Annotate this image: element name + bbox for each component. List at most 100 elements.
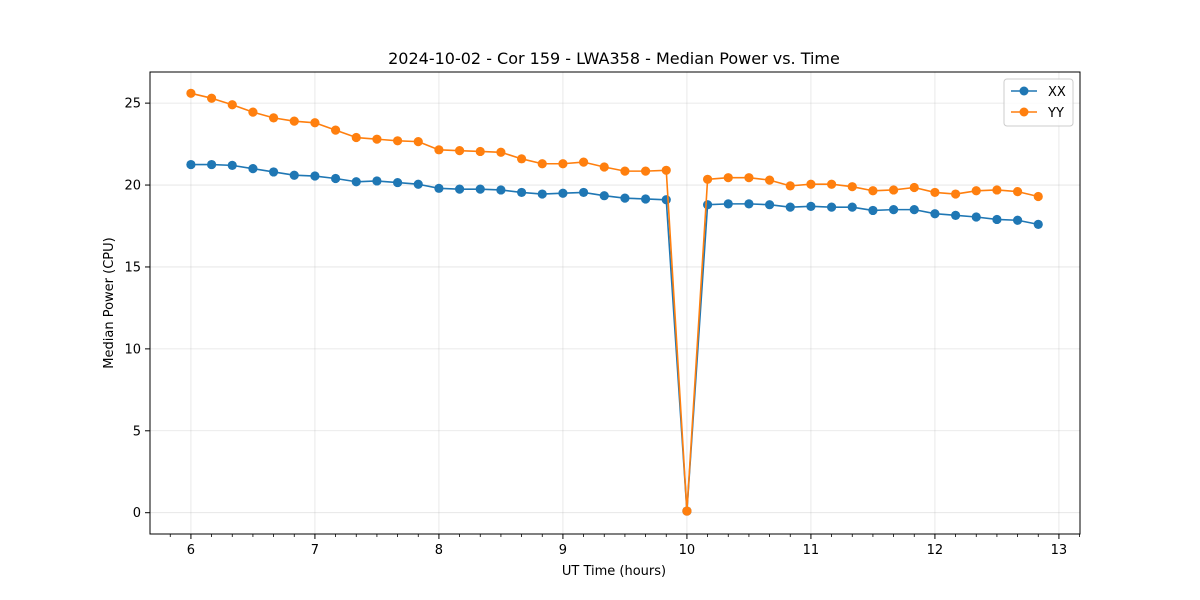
data-point-xx	[1012, 215, 1023, 225]
data-point-xx	[888, 205, 899, 215]
data-point-xx	[930, 209, 940, 219]
data-point-xx	[206, 159, 217, 170]
plot-frame	[149, 71, 1081, 535]
data-point-xx	[434, 183, 444, 193]
x-tick-label: 7	[311, 543, 319, 558]
data-point-yy	[248, 107, 258, 117]
x-tick-label: 13	[1051, 543, 1068, 558]
data-point-xx	[227, 160, 237, 170]
data-point-xx	[599, 191, 609, 201]
data-point-yy	[702, 174, 713, 184]
data-point-xx	[744, 199, 754, 209]
x-tick-label: 11	[803, 543, 820, 558]
data-point-yy	[289, 116, 299, 126]
data-point-xx	[186, 159, 196, 170]
data-point-xx	[661, 195, 671, 205]
data-point-xx	[475, 184, 485, 194]
data-point-yy	[310, 118, 320, 128]
data-point-yy	[744, 173, 754, 183]
legend: XX YY	[1003, 78, 1074, 127]
data-point-yy	[516, 154, 527, 164]
data-point-yy	[599, 162, 609, 172]
data-point-xx	[496, 185, 506, 195]
data-point-yy	[847, 182, 857, 192]
y-tick-label: 5	[133, 424, 141, 439]
y-axis: 0 5 10 15 20 25	[124, 97, 150, 521]
data-point-yy	[268, 113, 279, 123]
data-point-xx	[558, 188, 568, 198]
data-point-yy	[227, 100, 237, 110]
data-point-yy	[909, 182, 919, 193]
data-point-xx	[702, 200, 713, 210]
data-point-yy	[206, 93, 217, 103]
data-point-yy	[454, 146, 465, 156]
data-point-yy	[1033, 191, 1043, 202]
data-point-yy	[868, 186, 878, 196]
x-tick-label: 10	[679, 543, 696, 558]
data-point-xx	[847, 202, 857, 212]
data-point-yy	[558, 159, 568, 169]
x-axis-label: UT Time (hours)	[562, 564, 666, 579]
x-axis: 6 7 8 9 10 11 12 13	[169, 534, 1080, 558]
data-point-yy	[475, 146, 485, 157]
data-point-xx	[764, 200, 775, 210]
x-tick-label: 8	[435, 543, 443, 558]
data-point-xx	[1033, 219, 1043, 229]
data-point-xx	[392, 177, 403, 188]
y-tick-label: 15	[124, 260, 141, 275]
data-point-xx	[620, 193, 630, 203]
legend-label-yy: YY	[1047, 106, 1064, 121]
data-point-xx	[785, 202, 795, 212]
data-point-xx	[372, 176, 382, 186]
data-point-yy	[434, 145, 444, 155]
data-point-yy	[351, 132, 361, 143]
data-point-yy	[578, 157, 589, 167]
data-point-yy	[640, 166, 651, 176]
data-point-yy	[496, 147, 506, 157]
y-tick-label: 0	[133, 506, 141, 521]
data-point-xx	[640, 194, 651, 204]
x-tick-label: 9	[559, 543, 567, 558]
data-point-xx	[723, 199, 733, 209]
data-point-xx	[992, 214, 1002, 225]
x-tick-label: 6	[187, 543, 195, 558]
data-point-yy	[537, 159, 547, 169]
data-point-xx	[454, 184, 465, 194]
data-point-yy	[661, 165, 671, 175]
data-point-xx	[868, 205, 878, 216]
y-tick-label: 25	[124, 97, 141, 112]
legend-marker-xx	[1019, 86, 1029, 96]
data-point-yy	[764, 175, 775, 185]
data-point-xx	[806, 201, 816, 211]
data-point-xx	[909, 205, 919, 215]
data-point-yy	[785, 181, 795, 191]
legend-marker-yy	[1019, 107, 1029, 117]
data-point-yy	[971, 186, 981, 196]
data-point-yy	[826, 179, 837, 189]
data-point-yy	[413, 137, 423, 147]
data-point-xx	[413, 179, 423, 189]
data-point-yy	[992, 185, 1002, 195]
data-point-yy	[1012, 186, 1023, 197]
chart-title: 2024-10-02 - Cor 159 - LWA358 - Median P…	[388, 49, 840, 68]
data-point-yy	[930, 187, 940, 198]
data-point-xx	[826, 202, 837, 212]
data-point-xx	[268, 167, 279, 177]
data-point-yy	[372, 134, 382, 144]
data-point-xx	[330, 173, 341, 184]
data-point-xx	[971, 212, 981, 222]
y-axis-label: Median Power (CPU)	[102, 237, 117, 368]
data-point-yy	[888, 185, 899, 195]
data-point-xx	[248, 164, 258, 174]
data-point-yy	[806, 179, 816, 189]
data-point-yy	[682, 506, 692, 516]
y-tick-label: 10	[124, 342, 141, 357]
data-point-xx	[516, 187, 527, 198]
y-tick-label: 20	[124, 179, 141, 194]
data-point-xx	[537, 189, 547, 199]
data-point-yy	[392, 136, 403, 146]
data-point-xx	[310, 171, 320, 181]
data-point-yy	[620, 166, 630, 176]
